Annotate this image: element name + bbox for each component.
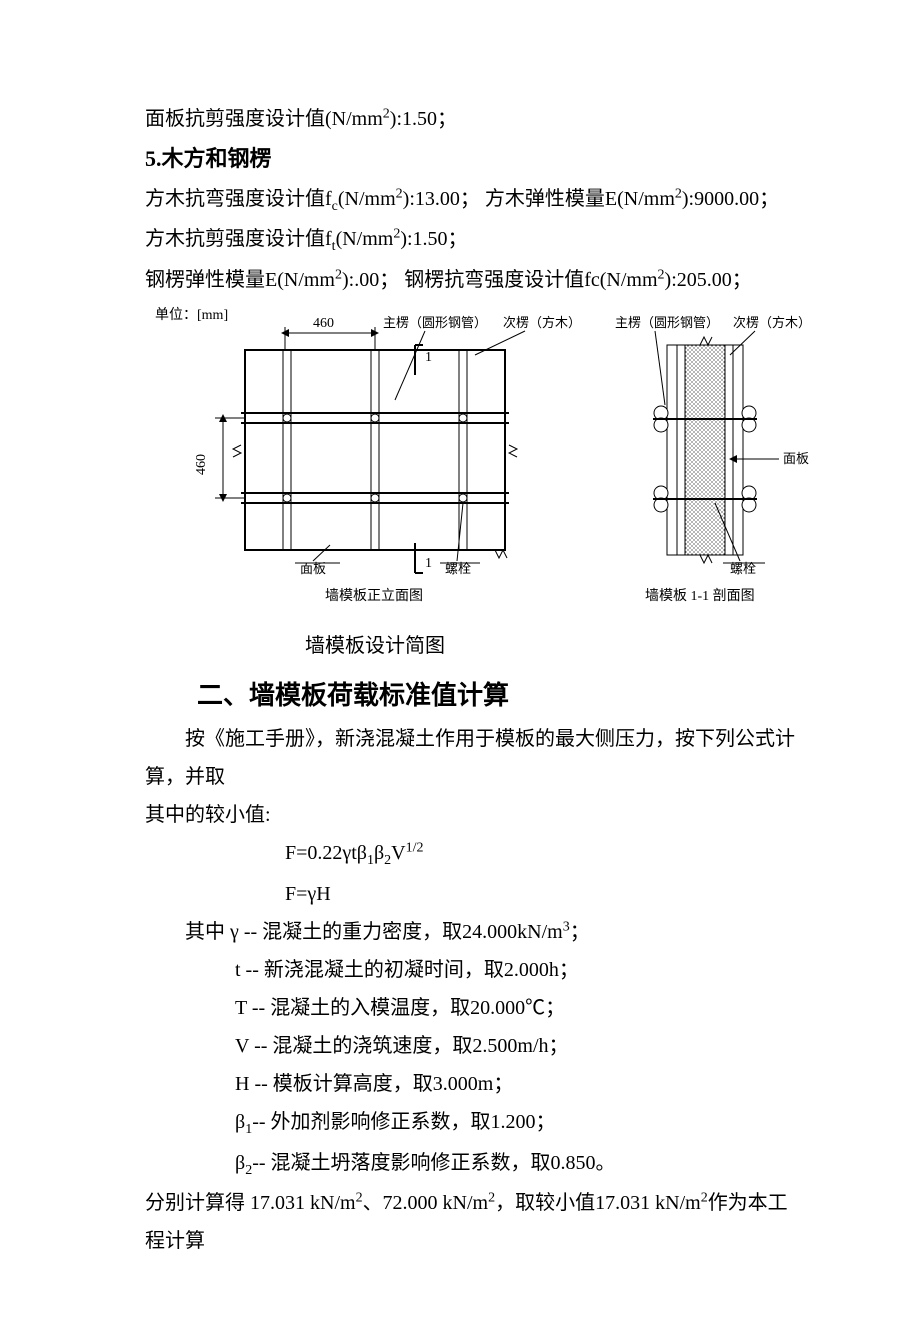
text: ):9000.00； bbox=[682, 188, 779, 210]
text: t -- bbox=[235, 959, 264, 981]
text: 面板抗剪强度设计值(N/mm bbox=[145, 108, 383, 130]
sup: 2 bbox=[335, 267, 342, 282]
label-main-runner-2: 主楞（圆形钢管） bbox=[615, 315, 719, 330]
text: ； bbox=[570, 921, 590, 943]
text: (N/mm bbox=[338, 188, 396, 210]
sup: 2 bbox=[356, 1191, 363, 1206]
text: (N/mm bbox=[336, 228, 394, 250]
desc-H: H -- 模板计算高度，取3.000m； bbox=[145, 1065, 800, 1103]
desc-t: t -- 新浇混凝土的初凝时间，取2.000h； bbox=[145, 951, 800, 989]
desc-beta2: β2-- 混凝土坍落度影响修正系数，取0.850。 bbox=[145, 1144, 800, 1185]
text: V bbox=[391, 842, 405, 864]
steel-line: 钢楞弹性模量E(N/mm2):.00； 钢楞抗弯强度设计值fc(N/mm2):2… bbox=[145, 261, 800, 299]
text: -- bbox=[252, 1111, 270, 1133]
text: 方木抗弯强度设计值f bbox=[145, 188, 332, 210]
text: 其中 γ -- bbox=[185, 921, 262, 943]
svg-text:1: 1 bbox=[425, 350, 432, 365]
text: 钢楞弹性模量E(N/mm bbox=[145, 269, 335, 291]
elevation-view: 460 主楞（圆形钢管） 次楞（方木） bbox=[194, 315, 581, 604]
text: 模板计算高度，取3.000m； bbox=[273, 1073, 514, 1095]
sup: 2 bbox=[396, 186, 403, 201]
text: T -- bbox=[235, 997, 270, 1019]
figure-caption: 墙模板设计简图 bbox=[145, 627, 800, 665]
result-line: 分别计算得 17.031 kN/m2、72.000 kN/m2，取较小值17.0… bbox=[145, 1184, 800, 1260]
text: ):.00； bbox=[342, 269, 399, 291]
sup: 2 bbox=[383, 106, 390, 121]
caption-left: 墙模板正立面图 bbox=[325, 588, 423, 604]
text: 混凝土的入模温度，取20.000℃； bbox=[270, 997, 565, 1019]
text: ):1.50； bbox=[390, 108, 457, 130]
text: 外加剂影响修正系数，取1.200； bbox=[271, 1111, 556, 1133]
text: H -- bbox=[235, 1073, 273, 1095]
formula-1: F=0.22γtβ1β2V1/2 bbox=[145, 834, 800, 875]
sup: 3 bbox=[563, 919, 570, 934]
sup: 1/2 bbox=[406, 841, 424, 856]
dim-vertical: 460 bbox=[194, 454, 209, 475]
text: 、72.000 kN/m bbox=[363, 1192, 489, 1214]
text: 方木抗剪强度设计值f bbox=[145, 228, 332, 250]
desc-T: T -- 混凝土的入模温度，取20.000℃； bbox=[145, 989, 800, 1027]
text: V -- bbox=[235, 1035, 272, 1057]
section-view: 主楞（圆形钢管） 次楞（方木） bbox=[615, 315, 811, 604]
caption-right: 墙模板 1-1 剖面图 bbox=[645, 588, 755, 604]
text: 混凝土坍落度影响修正系数，取0.850。 bbox=[271, 1152, 616, 1174]
text: 方木弹性模量E(N/mm bbox=[485, 188, 675, 210]
wood-shear-line: 方木抗剪强度设计值ft(N/mm2):1.50； bbox=[145, 220, 800, 261]
formwork-diagram: 单位：[mm] 460 主楞（圆形钢管） 次楞（方木） bbox=[145, 305, 800, 625]
panel-shear-line: 面板抗剪强度设计值(N/mm2):1.50； bbox=[145, 100, 800, 138]
unit-label: 单位：[mm] bbox=[155, 307, 228, 323]
heading-5: 5.木方和钢楞 bbox=[145, 138, 800, 180]
formula-2: F=γH bbox=[145, 875, 800, 913]
label-sub-runner: 次楞（方木） bbox=[503, 315, 581, 330]
text: 钢楞抗弯强度设计值fc(N/mm bbox=[404, 269, 657, 291]
wood-bending-line: 方木抗弯强度设计值fc(N/mm2):13.00； 方木弹性模量E(N/mm2)… bbox=[145, 180, 800, 221]
text: F=0.22γtβ bbox=[285, 842, 367, 864]
sub: 1 bbox=[367, 853, 374, 868]
formwork-svg: 单位：[mm] 460 主楞（圆形钢管） 次楞（方木） bbox=[145, 305, 845, 625]
desc-beta1: β1-- 外加剂影响修正系数，取1.200； bbox=[145, 1103, 800, 1144]
text: ，取较小值17.031 kN/m bbox=[495, 1192, 701, 1214]
text: β bbox=[374, 842, 384, 864]
text: 分别计算得 17.031 kN/m bbox=[145, 1192, 356, 1214]
heading-2: 二、墙模板荷载标准值计算 bbox=[145, 671, 800, 720]
text: ):205.00； bbox=[665, 269, 752, 291]
desc-V: V -- 混凝土的浇筑速度，取2.500m/h； bbox=[145, 1027, 800, 1065]
text: ):1.50； bbox=[400, 228, 467, 250]
label-panel-2: 面板 bbox=[783, 451, 809, 466]
intro-line-1: 按《施工手册》，新浇混凝土作用于模板的最大侧压力，按下列公式计算，并取 bbox=[145, 720, 800, 796]
document-page: 面板抗剪强度设计值(N/mm2):1.50； 5.木方和钢楞 方木抗弯强度设计值… bbox=[0, 0, 920, 1320]
text: 混凝土的重力密度，取24.000kN/m bbox=[262, 921, 563, 943]
intro-line-2: 其中的较小值: bbox=[145, 796, 800, 834]
text: -- bbox=[252, 1152, 270, 1174]
text: 混凝土的浇筑速度，取2.500m/h； bbox=[272, 1035, 568, 1057]
sup: 2 bbox=[658, 267, 665, 282]
text: 新浇混凝土的初凝时间，取2.000h； bbox=[264, 959, 579, 981]
section-mark-bottom: 1 bbox=[415, 543, 432, 573]
variable-descriptions: 其中 γ -- 混凝土的重力密度，取24.000kN/m3； t -- 新浇混凝… bbox=[145, 913, 800, 1184]
text: β bbox=[235, 1152, 245, 1174]
svg-text:1: 1 bbox=[425, 556, 432, 571]
text: β bbox=[235, 1111, 245, 1133]
text: ):13.00； bbox=[403, 188, 480, 210]
sup: 2 bbox=[701, 1191, 708, 1206]
label-sub-runner-2: 次楞（方木） bbox=[733, 315, 811, 330]
sup: 2 bbox=[675, 186, 682, 201]
desc-gamma: 其中 γ -- 混凝土的重力密度，取24.000kN/m3； bbox=[145, 913, 800, 951]
dim-horizontal: 460 bbox=[313, 316, 334, 331]
label-main-runner: 主楞（圆形钢管） bbox=[383, 315, 487, 330]
